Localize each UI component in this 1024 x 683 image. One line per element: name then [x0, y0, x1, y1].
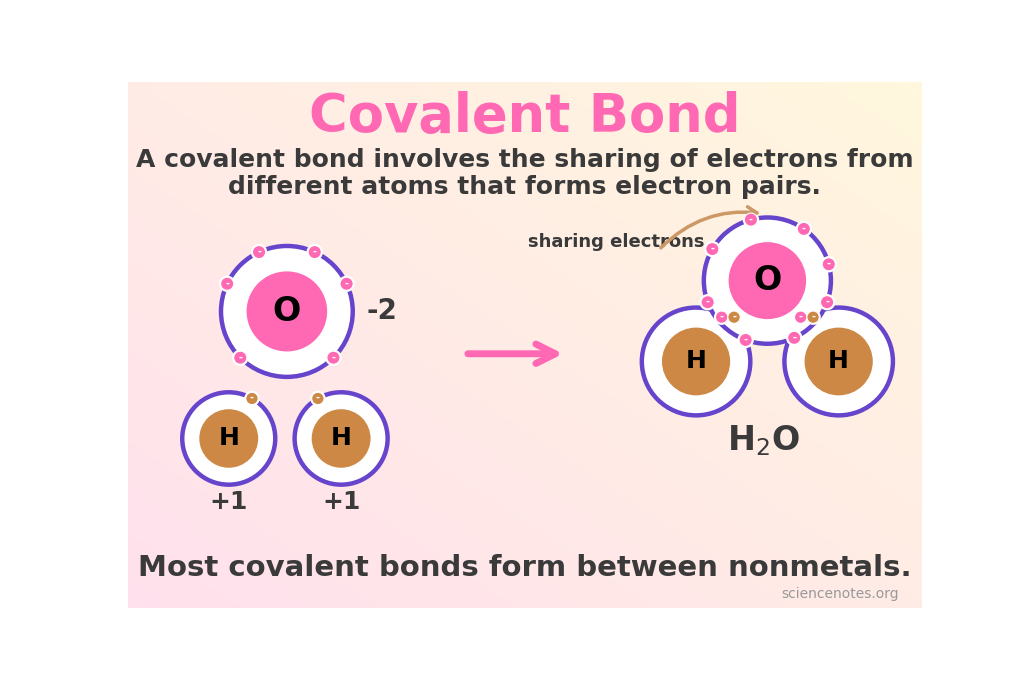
Text: -: -	[332, 352, 336, 362]
Circle shape	[246, 392, 258, 404]
Circle shape	[219, 275, 236, 292]
Text: H: H	[828, 350, 849, 374]
Circle shape	[311, 409, 371, 468]
Text: -: -	[732, 312, 736, 322]
Text: -: -	[811, 312, 815, 322]
Text: -: -	[720, 312, 724, 322]
Circle shape	[662, 328, 730, 395]
Circle shape	[714, 309, 729, 325]
Text: O: O	[754, 264, 781, 297]
Circle shape	[310, 391, 326, 406]
Circle shape	[798, 223, 810, 236]
Text: -: -	[825, 297, 829, 307]
Circle shape	[308, 246, 322, 259]
Text: -: -	[257, 247, 261, 257]
Circle shape	[805, 309, 821, 325]
Text: H: H	[331, 426, 351, 451]
Text: H$_2$O: H$_2$O	[727, 423, 800, 458]
Text: -: -	[250, 393, 254, 403]
Circle shape	[233, 351, 247, 364]
Circle shape	[716, 311, 728, 323]
Circle shape	[795, 311, 807, 323]
Circle shape	[739, 333, 753, 346]
Text: sciencenotes.org: sciencenotes.org	[781, 587, 899, 601]
Circle shape	[182, 392, 275, 485]
Circle shape	[820, 296, 834, 309]
Circle shape	[742, 212, 759, 228]
Text: -: -	[749, 214, 753, 224]
Text: -: -	[239, 352, 243, 362]
Circle shape	[705, 241, 721, 257]
Text: different atoms that forms electron pairs.: different atoms that forms electron pair…	[228, 175, 821, 199]
Circle shape	[232, 350, 249, 366]
Circle shape	[699, 294, 716, 310]
Circle shape	[728, 311, 740, 323]
Text: -: -	[743, 335, 748, 344]
Text: O: O	[272, 295, 301, 328]
Text: -: -	[793, 333, 797, 342]
Circle shape	[784, 307, 893, 415]
Circle shape	[729, 242, 806, 319]
Circle shape	[220, 277, 233, 290]
Text: -: -	[802, 223, 806, 234]
Circle shape	[787, 331, 801, 344]
Text: H: H	[218, 426, 240, 451]
Circle shape	[701, 296, 715, 309]
Text: A covalent bond involves the sharing of electrons from: A covalent bond involves the sharing of …	[136, 148, 913, 171]
Text: -: -	[826, 259, 830, 269]
Circle shape	[326, 350, 342, 366]
Circle shape	[327, 351, 340, 364]
Circle shape	[793, 309, 809, 325]
Circle shape	[311, 392, 324, 404]
Text: -: -	[225, 279, 229, 288]
Circle shape	[805, 328, 872, 395]
Circle shape	[295, 392, 388, 485]
Circle shape	[819, 294, 836, 310]
Circle shape	[247, 271, 328, 352]
Text: -: -	[706, 297, 710, 307]
Circle shape	[796, 221, 812, 237]
Text: Most covalent bonds form between nonmetals.: Most covalent bonds form between nonmeta…	[138, 554, 911, 582]
Circle shape	[706, 242, 719, 255]
Circle shape	[642, 307, 751, 415]
Circle shape	[245, 391, 260, 406]
Text: H: H	[686, 350, 707, 374]
Circle shape	[744, 213, 758, 226]
Circle shape	[820, 256, 837, 273]
Text: -: -	[711, 244, 715, 253]
Text: -2: -2	[367, 297, 397, 325]
Circle shape	[253, 246, 265, 259]
Circle shape	[200, 409, 258, 468]
Circle shape	[786, 330, 803, 346]
Text: -: -	[345, 279, 348, 288]
Circle shape	[726, 309, 741, 325]
Circle shape	[703, 217, 830, 344]
Circle shape	[822, 257, 836, 271]
Text: sharing electrons: sharing electrons	[528, 233, 705, 251]
Text: +1: +1	[210, 490, 248, 514]
Text: -: -	[315, 393, 319, 403]
Circle shape	[737, 332, 754, 348]
Text: +1: +1	[322, 490, 360, 514]
Text: Covalent Bond: Covalent Bond	[309, 91, 740, 143]
Circle shape	[306, 244, 323, 260]
Circle shape	[338, 275, 354, 292]
Text: -: -	[312, 247, 316, 257]
Circle shape	[221, 246, 352, 377]
Circle shape	[251, 244, 267, 260]
Circle shape	[807, 311, 819, 323]
Text: -: -	[799, 312, 803, 322]
Circle shape	[340, 277, 353, 290]
